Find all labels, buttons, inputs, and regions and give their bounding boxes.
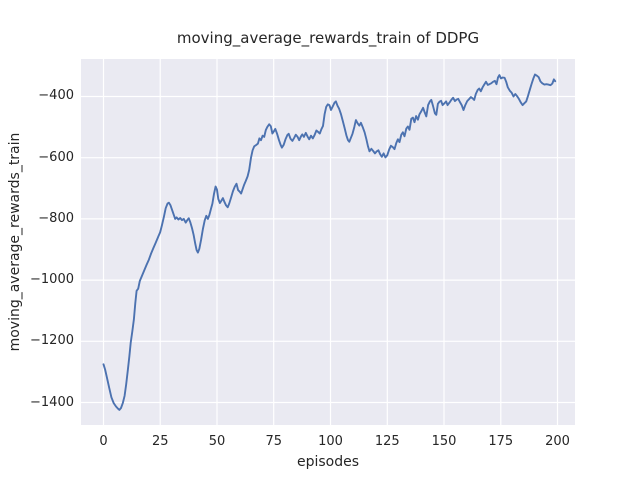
x-tick-label: 50 (208, 434, 226, 449)
x-tick-label: 150 (431, 434, 457, 449)
x-tick-label: 175 (488, 434, 514, 449)
x-tick-label: 75 (265, 434, 283, 449)
y-tick-label: −1400 (30, 394, 74, 410)
x-tick-label: 0 (99, 434, 108, 449)
x-tick-label: 25 (151, 434, 169, 449)
y-tick-label: −800 (38, 210, 74, 226)
y-tick-label: −1000 (30, 272, 74, 288)
x-axis-label: episodes (296, 454, 360, 470)
y-tick-label: −400 (38, 88, 74, 104)
chart-title: moving_average_rewards_train of DDPG (176, 29, 480, 47)
y-axis-label: moving_average_rewards_train (7, 132, 23, 352)
x-tick-label: 125 (374, 434, 400, 449)
x-tick-label: 100 (318, 434, 343, 449)
x-tick-label: 200 (545, 434, 570, 449)
plot-area (81, 59, 575, 425)
y-tick-label: −600 (38, 149, 74, 165)
line-series (102, 73, 557, 411)
y-tick-label: −1200 (30, 333, 74, 349)
